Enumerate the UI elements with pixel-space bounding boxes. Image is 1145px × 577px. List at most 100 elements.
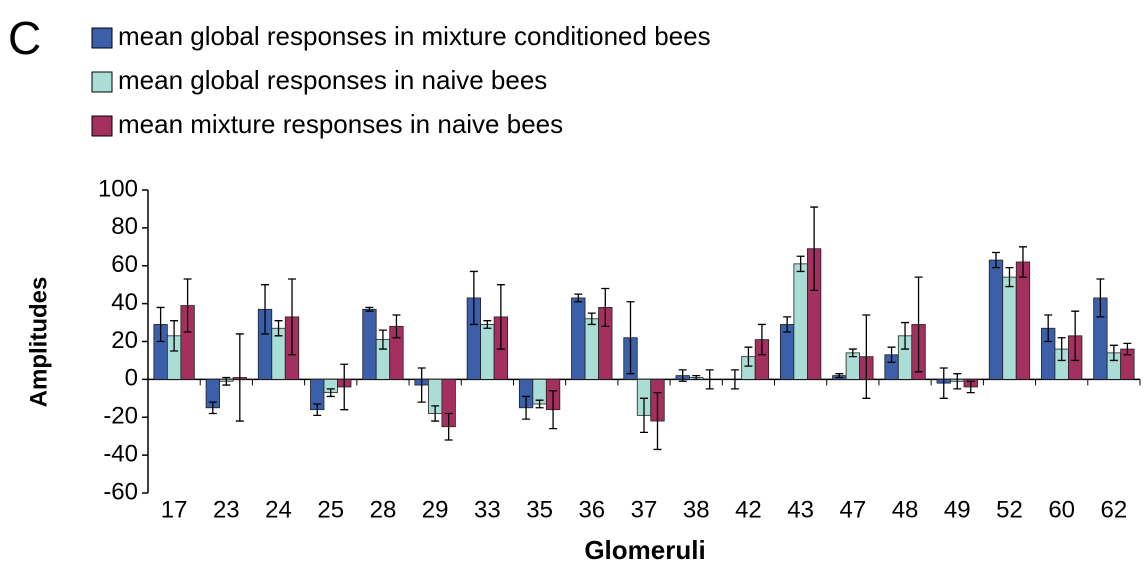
error-bar (796, 255, 805, 273)
bar (793, 263, 808, 380)
x-tick-label: 25 (317, 496, 344, 523)
bar (584, 318, 599, 380)
error-bar (939, 367, 948, 399)
error-bar (692, 374, 701, 381)
error-bar (274, 320, 283, 337)
error-bar (626, 301, 635, 375)
error-bar (522, 395, 531, 420)
x-tick-label: 49 (944, 496, 971, 523)
error-bar (587, 312, 596, 326)
panel-label: C (8, 12, 41, 64)
error-bar (1044, 314, 1053, 343)
x-tick-label: 38 (683, 496, 710, 523)
error-bar (378, 329, 387, 350)
x-axis-label: Glomeruli (584, 535, 705, 565)
x-tick-label: 28 (370, 496, 397, 523)
error-bar (549, 390, 558, 430)
error-bar (156, 306, 165, 343)
error-bar (288, 278, 297, 356)
x-tick-label: 52 (996, 496, 1023, 523)
x-tick-label: 62 (1101, 496, 1128, 523)
error-bar (601, 287, 610, 327)
y-tick-label: 20 (111, 327, 138, 354)
error-bar (1005, 266, 1014, 288)
error-bar (1071, 310, 1080, 362)
error-bar (417, 367, 426, 403)
error-bar (313, 403, 322, 417)
error-bar (678, 369, 687, 382)
error-bar (914, 276, 923, 373)
bar (779, 324, 795, 380)
error-bar (444, 412, 453, 441)
error-bar (1018, 246, 1027, 278)
error-bar (483, 320, 492, 329)
y-tick-label: -20 (103, 403, 138, 430)
error-bar (744, 346, 753, 367)
error-bar (235, 333, 244, 422)
error-bar (1096, 278, 1105, 318)
error-bar (469, 270, 478, 326)
x-tick-label: 24 (265, 496, 292, 523)
bar (480, 324, 495, 380)
error-bar (1057, 337, 1066, 362)
legend-swatch (91, 27, 113, 49)
error-bar (966, 380, 975, 394)
error-bar (574, 293, 583, 303)
x-tick-label: 42 (735, 496, 762, 523)
x-tick-label: 29 (422, 496, 449, 523)
error-bar (326, 388, 335, 398)
legend-swatch (91, 115, 113, 137)
error-bar (261, 284, 270, 335)
error-bar (901, 321, 910, 350)
error-bar (757, 323, 766, 356)
error-bar (862, 314, 871, 399)
x-tick-label: 23 (213, 496, 240, 523)
error-bar (1109, 344, 1118, 362)
error-bar (183, 278, 192, 333)
legend-label: mean mixture responses in naive bees (118, 109, 563, 139)
y-tick-label: -60 (103, 478, 138, 505)
legend-swatch (91, 71, 113, 93)
error-bar (783, 316, 792, 333)
error-bar (730, 369, 739, 390)
y-tick-label: 40 (111, 289, 138, 316)
error-bar (835, 373, 844, 379)
x-tick-label: 48 (892, 496, 919, 523)
error-bar (496, 284, 505, 350)
error-bar (340, 363, 349, 411)
error-bar (170, 320, 179, 352)
x-tick-label: 35 (526, 496, 553, 523)
error-bar (848, 348, 857, 358)
error-bar (810, 206, 819, 292)
legend-label: mean global responses in mixture conditi… (118, 21, 711, 51)
error-bar (392, 314, 401, 339)
error-bar (640, 397, 648, 434)
y-tick-label: 60 (111, 251, 138, 278)
x-tick-label: 60 (1048, 496, 1075, 523)
x-tick-label: 17 (161, 496, 188, 523)
error-bar (431, 405, 440, 422)
bar (1002, 276, 1017, 380)
legend-label: mean global responses in naive bees (118, 65, 547, 95)
y-tick-label: -40 (103, 440, 138, 467)
error-bar (222, 376, 231, 386)
error-bar (953, 373, 962, 390)
error-bar (1123, 342, 1132, 356)
error-bar (887, 346, 896, 363)
error-bar (705, 369, 714, 390)
bar (988, 259, 1004, 380)
error-bar (208, 401, 217, 415)
x-tick-label: 47 (839, 496, 866, 523)
y-tick-label: 80 (111, 213, 138, 240)
y-axis-label: Amplitudes (25, 277, 52, 408)
x-tick-label: 33 (474, 496, 501, 523)
bar (1015, 261, 1031, 380)
bar (571, 297, 586, 380)
x-tick-label: 43 (787, 496, 814, 523)
error-bar (991, 251, 1000, 269)
y-tick-label: 100 (98, 175, 138, 202)
y-tick-label: 0 (125, 365, 138, 392)
x-tick-label: 37 (631, 496, 658, 523)
error-bar (535, 399, 544, 409)
